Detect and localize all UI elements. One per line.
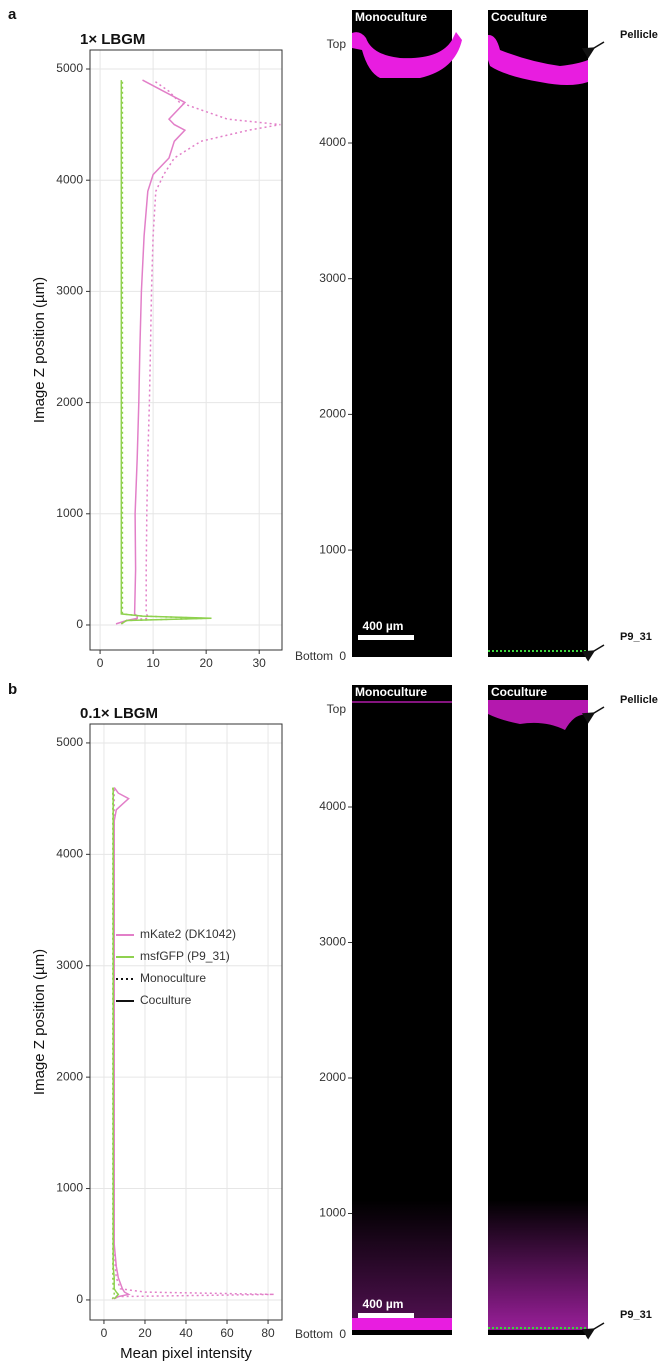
legend-label: msfGFP (P9_31) bbox=[140, 949, 230, 963]
bottom-value: 0 bbox=[339, 1327, 346, 1341]
panel-letter: a bbox=[8, 6, 17, 23]
pellicle-arrow bbox=[581, 706, 605, 724]
bottom-label: Bottom bbox=[295, 649, 333, 663]
scale-bar-label: 400 µm bbox=[363, 1297, 404, 1311]
y-axis-title: Image Z position (µm) bbox=[31, 949, 48, 1095]
y-tick-label: 1000 bbox=[56, 1181, 83, 1195]
image-label: Monoculture bbox=[355, 10, 427, 24]
pellicle-label: Pellicle bbox=[620, 29, 658, 41]
image-tick-label: 4000 bbox=[319, 799, 346, 813]
x-tick-label: 10 bbox=[146, 656, 160, 670]
y-tick-label: 0 bbox=[76, 617, 83, 631]
y-tick-label: 4000 bbox=[56, 847, 83, 861]
x-tick-label: 0 bbox=[101, 1326, 108, 1340]
x-tick-label: 0 bbox=[97, 656, 104, 670]
image-label: Coculture bbox=[491, 10, 547, 24]
image-tick-label: 3000 bbox=[319, 935, 346, 949]
scale-bar-label: 400 µm bbox=[363, 619, 404, 633]
micrographs-b bbox=[352, 685, 588, 1335]
x-tick-label: 20 bbox=[199, 656, 213, 670]
x-tick-label: 30 bbox=[253, 656, 267, 670]
scale-bar bbox=[358, 1313, 414, 1318]
chart-title: 0.1× LBGM bbox=[80, 705, 158, 722]
strain-arrow bbox=[581, 644, 605, 662]
top-label: Top bbox=[327, 702, 347, 716]
y-tick-label: 0 bbox=[76, 1292, 83, 1306]
y-tick-label: 4000 bbox=[56, 172, 83, 186]
plot-frame bbox=[89, 723, 283, 1321]
bottom-label: Bottom bbox=[295, 1327, 333, 1341]
image-tick-label: 4000 bbox=[319, 135, 346, 149]
legend-label: mKate2 (DK1042) bbox=[140, 927, 236, 941]
plot-area bbox=[90, 50, 282, 650]
image-label: Monoculture bbox=[355, 685, 427, 699]
legend-label: Coculture bbox=[140, 993, 192, 1007]
x-axis-title: Mean pixel intensity bbox=[120, 1345, 252, 1362]
series-line bbox=[120, 79, 281, 625]
chart-title: 1× LBGM bbox=[80, 31, 145, 48]
y-axis-title: Image Z position (µm) bbox=[31, 277, 48, 423]
x-tick-label: 80 bbox=[261, 1326, 275, 1340]
y-tick-label: 5000 bbox=[56, 735, 83, 749]
image-tick-label: 1000 bbox=[319, 542, 346, 556]
panel-letter: b bbox=[8, 681, 17, 698]
scale-bar bbox=[358, 635, 414, 640]
bottom-value: 0 bbox=[339, 649, 346, 663]
y-tick-label: 3000 bbox=[56, 284, 83, 298]
top-label: Top bbox=[327, 37, 347, 51]
image-tick-label: 2000 bbox=[319, 407, 346, 421]
y-tick-label: 1000 bbox=[56, 506, 83, 520]
legend-label: Monoculture bbox=[140, 971, 206, 985]
series-line bbox=[120, 80, 207, 625]
y-tick-label: 5000 bbox=[56, 61, 83, 75]
strain-label: P9_31 bbox=[620, 1309, 652, 1321]
series-line bbox=[111, 787, 275, 1300]
strain-arrow bbox=[581, 1322, 605, 1340]
strain-label: P9_31 bbox=[620, 631, 652, 643]
image-tick-label: 1000 bbox=[319, 1206, 346, 1220]
pellicle-arrow bbox=[581, 41, 605, 59]
plot-frame bbox=[89, 49, 283, 651]
image-tick-label: 3000 bbox=[319, 271, 346, 285]
micrographs-a bbox=[352, 10, 588, 657]
x-tick-label: 60 bbox=[220, 1326, 234, 1340]
y-tick-label: 3000 bbox=[56, 958, 83, 972]
y-tick-label: 2000 bbox=[56, 1069, 83, 1083]
x-tick-label: 40 bbox=[179, 1326, 193, 1340]
image-label: Coculture bbox=[491, 685, 547, 699]
pellicle-label: Pellicle bbox=[620, 694, 658, 706]
x-tick-label: 20 bbox=[138, 1326, 152, 1340]
series-line bbox=[112, 787, 120, 1300]
image-tick-label: 2000 bbox=[319, 1070, 346, 1084]
series-line bbox=[113, 787, 131, 1300]
y-tick-label: 2000 bbox=[56, 395, 83, 409]
